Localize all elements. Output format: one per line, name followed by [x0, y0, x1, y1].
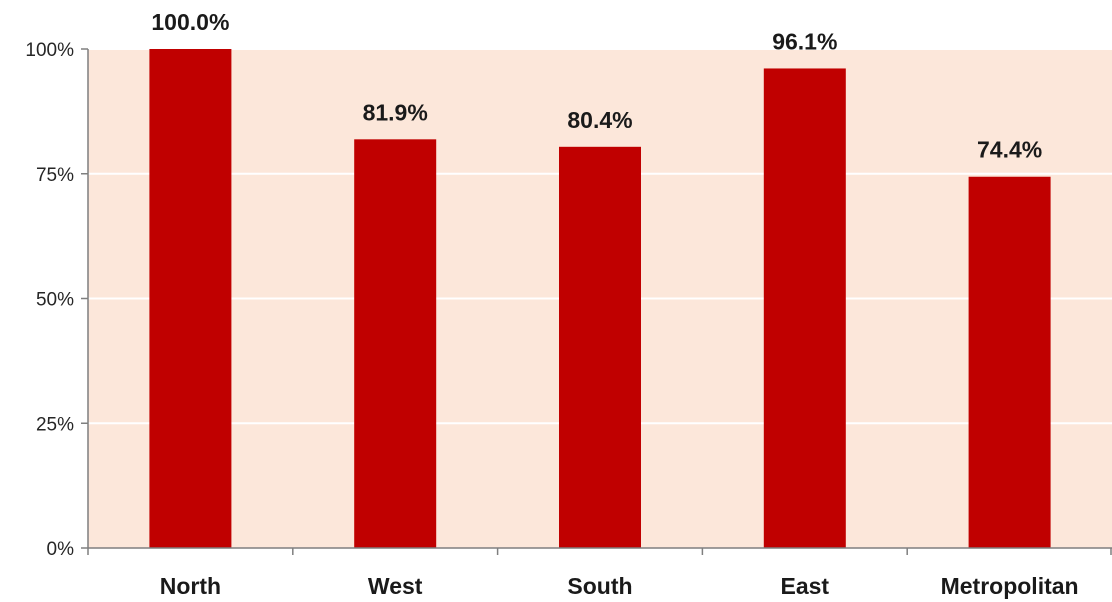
y-tick-label-25: 25% — [36, 414, 74, 435]
y-tick-label-100: 100% — [25, 40, 74, 61]
bar-south — [559, 146, 641, 548]
data-label-north: 100.0% — [151, 9, 229, 35]
data-labels: 100.0% 81.9% 80.4% 96.1% 74.4% — [151, 9, 1042, 163]
category-label-north: North — [160, 573, 221, 599]
category-labels: North West South East Metropolitan — [160, 573, 1079, 599]
category-label-west: West — [368, 573, 423, 599]
bar-east — [763, 68, 846, 548]
y-tick-labels: 0% 25% 50% 75% 100% — [25, 40, 74, 560]
bars — [149, 49, 1051, 548]
data-label-metropolitan: 74.4% — [977, 137, 1042, 163]
data-label-west: 81.9% — [363, 99, 428, 125]
y-tick-label-75: 75% — [36, 165, 74, 186]
bar-west — [354, 139, 437, 548]
axes — [81, 48, 1112, 555]
category-label-metropolitan: Metropolitan — [941, 573, 1079, 599]
category-label-south: South — [567, 573, 632, 599]
y-tick-label-50: 50% — [36, 290, 74, 311]
y-tick-label-0: 0% — [47, 539, 75, 560]
data-label-east: 96.1% — [772, 28, 837, 54]
category-label-east: East — [781, 573, 830, 599]
bar-north — [149, 49, 232, 548]
data-label-south: 80.4% — [567, 107, 632, 133]
bar-metropolitan — [968, 176, 1051, 548]
